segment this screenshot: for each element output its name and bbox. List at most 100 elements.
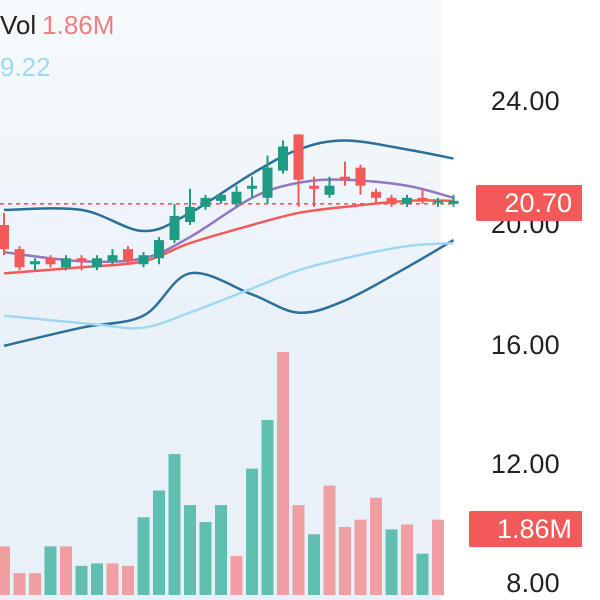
volume-bar — [13, 573, 26, 595]
candle — [340, 161, 350, 186]
candle-body — [402, 197, 412, 204]
volume-bar — [137, 517, 150, 595]
candle — [371, 188, 381, 204]
volume-bar — [246, 468, 258, 595]
volume-bar — [215, 505, 227, 595]
volume-bar — [339, 526, 351, 595]
candle-body — [309, 185, 319, 189]
volume-bar — [323, 485, 336, 595]
candle — [262, 155, 273, 204]
candle — [278, 140, 288, 174]
candle — [154, 237, 164, 265]
volume-bar — [44, 546, 57, 595]
candle — [324, 176, 335, 198]
candle-body — [324, 185, 335, 195]
candle — [448, 194, 459, 207]
volume-bar — [106, 563, 119, 595]
volume-bar — [0, 546, 10, 595]
volume-bar — [199, 522, 212, 595]
candle-body — [293, 134, 304, 180]
candle — [309, 176, 319, 207]
volume-bar — [277, 352, 289, 595]
price-axis-label-12: 12.00 — [490, 449, 560, 479]
candle-body — [417, 197, 428, 201]
volume-bar — [308, 534, 320, 595]
candle — [247, 176, 257, 198]
candle — [386, 194, 397, 207]
candle-body — [169, 215, 180, 241]
candle-body — [154, 240, 164, 259]
candle-body — [107, 255, 118, 262]
candle — [231, 185, 242, 207]
volume-bars — [0, 352, 444, 595]
candle-body — [355, 167, 366, 186]
candle — [293, 134, 304, 207]
candle-body — [200, 197, 211, 207]
candle — [0, 212, 9, 256]
candle — [138, 252, 149, 268]
volume-legend: Vol 1.86M — [0, 10, 114, 41]
candle — [200, 194, 211, 210]
candle — [123, 246, 133, 265]
volume-bar — [153, 490, 165, 595]
candle-body — [92, 258, 102, 268]
volume-bar — [75, 565, 88, 595]
candle — [61, 255, 71, 271]
candle — [30, 258, 40, 271]
candle — [355, 164, 366, 195]
volume-value-tag: 1.86M — [468, 511, 582, 547]
candle-body — [262, 167, 273, 198]
last-price-tag: 20.70 — [476, 185, 582, 221]
candle-body — [386, 197, 397, 204]
candle-body — [45, 258, 56, 265]
candle — [92, 255, 102, 271]
candle — [216, 194, 226, 204]
candle — [45, 255, 56, 268]
volume-legend-value: 1.86M — [42, 10, 115, 40]
volume-bar — [354, 519, 367, 595]
volume-bar — [29, 573, 41, 595]
ma-legend-value: 9.22 — [0, 52, 51, 82]
candle-body — [278, 146, 288, 171]
volume-bar — [416, 553, 429, 595]
volume-bar — [370, 497, 382, 595]
volume-bar — [401, 524, 413, 595]
candle-body — [231, 191, 242, 204]
candle — [169, 203, 180, 244]
volume-bar — [91, 563, 103, 595]
candle — [185, 188, 195, 225]
price-axis-label-8: 8.00 — [506, 568, 560, 598]
volume-legend-label: Vol — [0, 10, 37, 40]
candle-body — [448, 200, 459, 204]
candle-body — [247, 185, 257, 189]
candle — [107, 249, 118, 265]
volume-bar — [168, 454, 181, 595]
candles — [0, 134, 459, 271]
bollinger-upper-line — [3, 139, 454, 233]
volume-bar — [230, 556, 243, 595]
candle — [433, 197, 443, 207]
candle-body — [433, 200, 443, 203]
price-axis-label-16: 16.00 — [490, 330, 560, 360]
volume-bar — [432, 519, 444, 595]
candle-body — [371, 191, 381, 198]
volume-bar — [60, 546, 72, 595]
candle-body — [123, 249, 133, 262]
candle-body — [0, 225, 9, 250]
candle — [14, 246, 25, 271]
volume-bar — [122, 565, 134, 595]
candle-body — [30, 261, 40, 265]
price-axis-label-24: 24.00 — [490, 86, 560, 116]
volume-bar — [385, 529, 398, 595]
candle-body — [340, 176, 350, 180]
candle-body — [185, 206, 195, 222]
candle-body — [216, 194, 226, 201]
candle — [417, 188, 428, 204]
candle — [402, 194, 412, 207]
ma-long-line — [3, 241, 454, 330]
candle-body — [76, 258, 87, 262]
volume-bar — [184, 505, 196, 595]
candle-body — [61, 258, 71, 268]
candle — [76, 255, 87, 271]
